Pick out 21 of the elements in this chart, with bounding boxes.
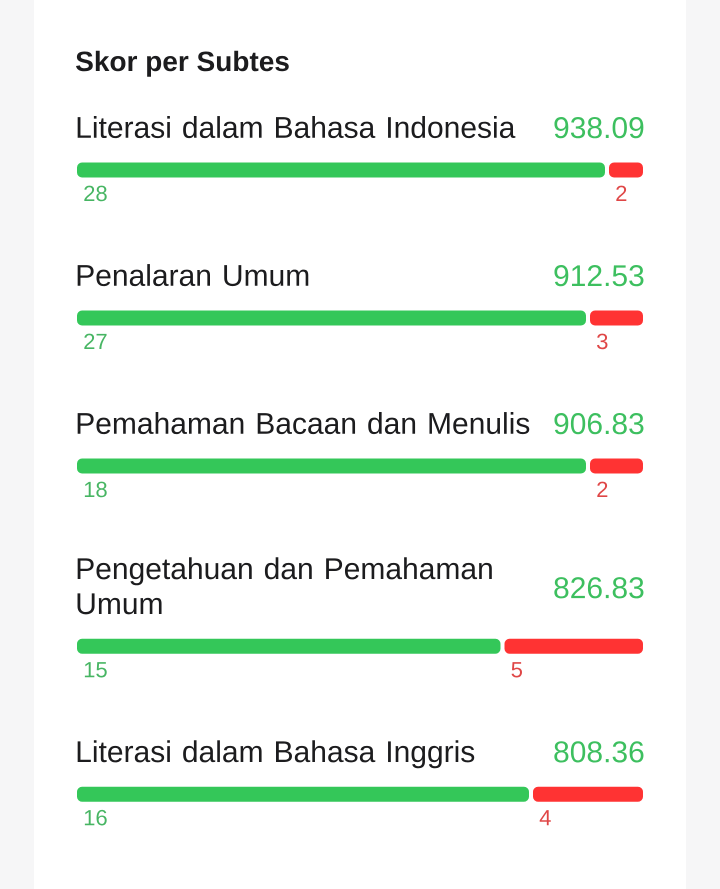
annotation: 906.83 [554, 413, 644, 434]
y-tick-label: Pengetahuan dan Pemahaman Umum [78, 557, 492, 614]
annotation: 912.53 [554, 265, 644, 286]
data-label: 5 [512, 662, 522, 678]
annotation: 938.09 [554, 117, 644, 138]
data-label: 28 [84, 186, 107, 202]
chart-title: Skor per Subtes [76, 50, 289, 77]
data-label: 16 [84, 810, 107, 826]
data-label: 27 [84, 334, 107, 349]
y-tick-label: Literasi dalam Bahasa Inggris [78, 740, 474, 768]
data-label: 2 [597, 482, 608, 497]
data-label: 18 [84, 482, 107, 498]
annotation: 826.83 [554, 577, 644, 598]
data-label: 4 [540, 810, 551, 826]
data-label: 2 [616, 186, 626, 201]
data-label: 3 [597, 334, 608, 350]
annotation: 808.36 [554, 741, 644, 763]
y-tick-label: Penalaran Umum [78, 264, 308, 286]
data-label: 15 [84, 662, 107, 678]
y-tick-label: Pemahaman Bacaan dan Menulis [78, 412, 530, 434]
y-tick-label: Literasi dalam Bahasa Indonesia [78, 116, 516, 138]
